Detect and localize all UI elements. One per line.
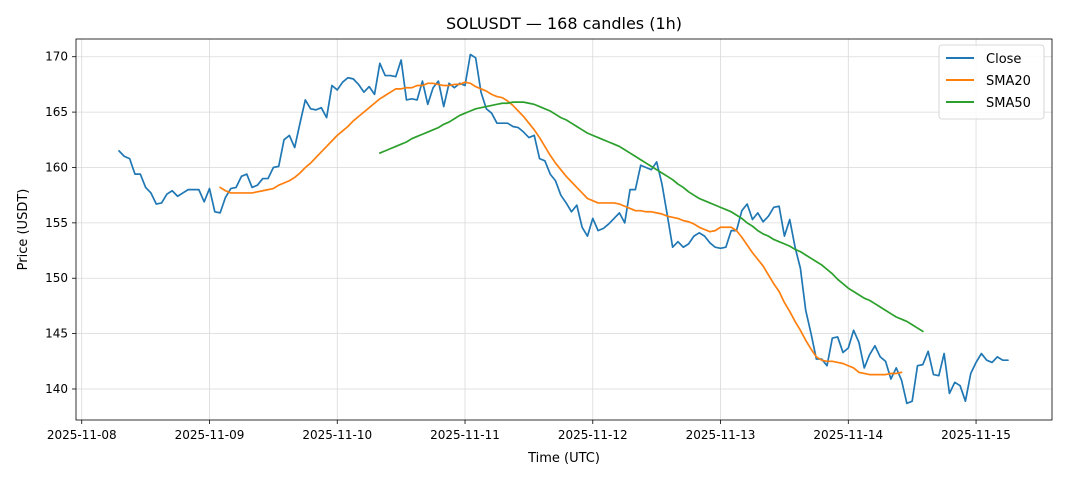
- legend-box: [938, 44, 1045, 120]
- x-axis-ticks: 2025-11-08 2025-11-09 2025-11-10 2025-11-11…: [47, 420, 1011, 442]
- x-tick-label: 2025-11-15: [941, 428, 1011, 442]
- x-tick-label: 2025-11-09: [175, 428, 245, 442]
- series-line-sma50: [378, 101, 924, 333]
- y-tick-label: 140: [45, 382, 68, 396]
- x-tick-label: 2025-11-12: [558, 428, 628, 442]
- y-tick-label: 170: [45, 50, 68, 64]
- y-tick-label: 155: [45, 216, 68, 230]
- x-tick-label: 2025-11-08: [47, 428, 117, 442]
- legend: Close SMA20 SMA50: [938, 44, 1045, 120]
- y-axis-ticks: 140 145 150 155 160 165 170: [45, 50, 76, 396]
- y-tick-label: 150: [45, 271, 68, 285]
- plot-frame: [75, 38, 1053, 421]
- y-tick-label: 145: [45, 327, 68, 341]
- grid-lines: [76, 39, 1052, 420]
- x-tick-label: 2025-11-13: [686, 428, 756, 442]
- legend-label-sma20: SMA20: [986, 74, 1031, 89]
- legend-label-close: Close: [986, 52, 1021, 67]
- y-tick-label: 160: [45, 160, 68, 174]
- y-tick-label: 165: [45, 105, 68, 119]
- x-tick-label: 2025-11-11: [430, 428, 500, 442]
- legend-label-sma50: SMA50: [986, 96, 1031, 111]
- y-axis-label: Price (USDT): [16, 189, 31, 271]
- chart-title: SOLUSDT — 168 candles (1h): [446, 14, 682, 33]
- x-tick-label: 2025-11-10: [302, 428, 372, 442]
- series-line-sma20: [219, 81, 903, 376]
- series-line-close: [118, 53, 1009, 405]
- x-axis-label: Time (UTC): [527, 451, 600, 466]
- x-tick-label: 2025-11-14: [813, 428, 883, 442]
- series-lines: [118, 53, 1009, 405]
